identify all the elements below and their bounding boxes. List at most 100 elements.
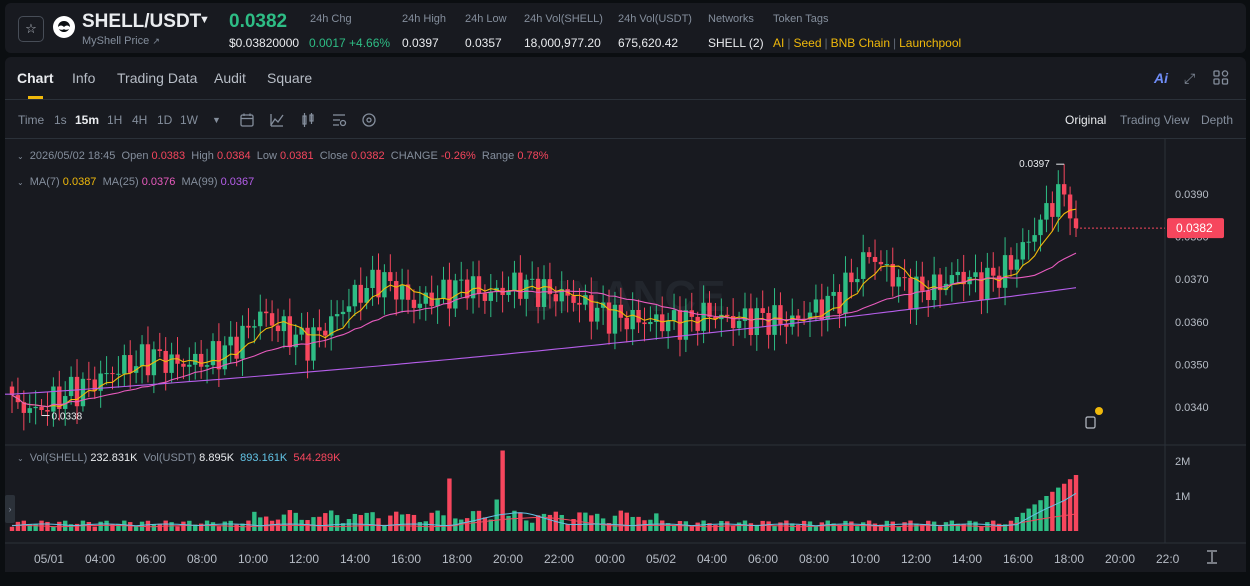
candle-body: [388, 272, 393, 282]
candle-body: [128, 355, 133, 373]
volume-bar: [128, 522, 133, 531]
tag-launchpool[interactable]: Launchpool: [899, 36, 962, 50]
candle-body: [624, 317, 629, 330]
usd-price: $0.03820000: [229, 36, 300, 50]
vol-shell-label: Vol(SHELL): [29, 452, 88, 464]
candle-body: [683, 310, 689, 340]
chart-area[interactable]: BINANCE0.03900.03800.03700.03600.03500.0…: [5, 139, 1246, 572]
volume-bar: [778, 522, 783, 531]
collapse-legend-icon[interactable]: ⌄: [17, 152, 24, 161]
volume-bar: [512, 510, 517, 531]
volume-bar: [258, 517, 263, 531]
token-price-link[interactable]: MyShell Price ↗: [82, 35, 160, 47]
time-axis-tick: 20:00: [493, 552, 523, 566]
candle-body: [145, 344, 151, 376]
pair-title[interactable]: SHELL/USDT: [82, 11, 202, 32]
tag-separator: |: [824, 36, 828, 50]
layout-grid-icon[interactable]: [1213, 70, 1229, 89]
candle-body: [352, 284, 358, 307]
favorite-star-icon[interactable]: ☆: [18, 16, 44, 42]
tab-audit[interactable]: Audit: [214, 70, 246, 86]
candle-body: [595, 307, 600, 322]
volume-bar: [27, 524, 32, 531]
volume-bar: [157, 523, 162, 531]
candle-body: [559, 289, 564, 302]
candle-body: [1067, 194, 1073, 219]
tab-chart[interactable]: Chart: [17, 70, 54, 86]
stat-value-networks[interactable]: SHELL (2): [708, 36, 764, 50]
interval-15m[interactable]: 15m: [75, 113, 100, 127]
candle-body: [240, 325, 245, 359]
interval-1s[interactable]: 1s: [54, 113, 67, 127]
candle-body: [80, 378, 86, 407]
ma7-line: [11, 208, 1077, 408]
volume-bar: [317, 516, 322, 531]
volume-bar: [216, 526, 222, 531]
candle-body: [464, 279, 470, 299]
tag-separator: |: [787, 36, 791, 50]
candle-body: [104, 373, 109, 375]
interval-time[interactable]: Time: [18, 113, 45, 127]
interval-4h[interactable]: 4H: [132, 113, 148, 127]
news-icon[interactable]: [1085, 416, 1096, 429]
candle-body: [600, 302, 606, 308]
price-axis-tick: 0.0370: [1175, 274, 1209, 286]
candle-body: [795, 315, 801, 319]
notification-dot: [1095, 407, 1103, 415]
candlestick-chart[interactable]: BINANCE0.03900.03800.03700.03600.03500.0…: [5, 139, 1246, 572]
view-trading-view[interactable]: Trading View: [1120, 113, 1190, 127]
volume-bar: [234, 524, 239, 531]
ma-legend: ⌄ MA(7) 0.0387 MA(25) 0.0376 MA(99) 0.03…: [17, 176, 254, 188]
stat-value-vol-usdt: 675,620.42: [618, 36, 679, 50]
interval-1h[interactable]: 1H: [107, 113, 123, 127]
candle-body: [926, 290, 931, 301]
volume-bar: [9, 526, 15, 531]
candle-type-icon[interactable]: [300, 112, 316, 128]
volume-bar: [1002, 524, 1008, 531]
tag-ai[interactable]: AI: [773, 36, 785, 50]
volume-bar: [169, 522, 174, 531]
tag-seed[interactable]: Seed: [793, 36, 822, 50]
stat-label-token-tags: Token Tags: [773, 13, 829, 25]
volume-bar: [843, 520, 848, 531]
time-axis-tick: 16:00: [391, 552, 421, 566]
candle-body: [553, 294, 559, 302]
candle-body: [216, 341, 222, 370]
volume-bar: [837, 524, 842, 531]
change-label: CHANGE: [390, 150, 438, 162]
calendar-icon[interactable]: [239, 112, 255, 128]
volume-bar: [689, 525, 694, 531]
interval-more-chevron-icon[interactable]: ▼: [212, 115, 221, 125]
candle-body: [671, 310, 677, 321]
volume-bar: [878, 524, 884, 531]
tab-square[interactable]: Square: [267, 70, 313, 86]
tab-info[interactable]: Info: [72, 70, 96, 86]
volume-bar: [790, 523, 795, 531]
interval-1d[interactable]: 1D: [157, 113, 173, 127]
expand-icon[interactable]: ⤢: [1184, 70, 1196, 86]
tag-bnb-chain[interactable]: BNB Chain: [830, 36, 890, 50]
time-axis-tick: 06:00: [136, 552, 166, 566]
open-label: Open: [121, 150, 149, 162]
volume-bar: [1044, 496, 1049, 531]
target-icon[interactable]: [361, 112, 377, 128]
interval-1w[interactable]: 1W: [180, 113, 198, 127]
candle-body: [157, 349, 162, 351]
candle-body: [1044, 203, 1049, 220]
view-depth[interactable]: Depth: [1201, 113, 1234, 127]
pair-dropdown-chevron-icon[interactable]: ▼: [199, 14, 210, 26]
volume-bar: [1056, 487, 1061, 531]
collapse-ma-icon[interactable]: ⌄: [17, 178, 24, 187]
candle-body: [459, 279, 464, 281]
view-original[interactable]: Original: [1065, 113, 1107, 127]
collapse-panel-chevron-icon[interactable]: ›: [5, 495, 15, 523]
indicator-chart-icon[interactable]: [269, 112, 285, 128]
ma25-line: [11, 252, 1077, 408]
volume-axis-tick: 2M: [1175, 456, 1190, 468]
candle-body: [843, 272, 848, 314]
tab-trading-data[interactable]: Trading Data: [117, 70, 198, 86]
chart-settings-icon[interactable]: [331, 112, 347, 128]
candle-body: [364, 288, 369, 303]
collapse-volume-icon[interactable]: ⌄: [17, 454, 24, 463]
ai-icon[interactable]: Ai: [1154, 70, 1168, 86]
